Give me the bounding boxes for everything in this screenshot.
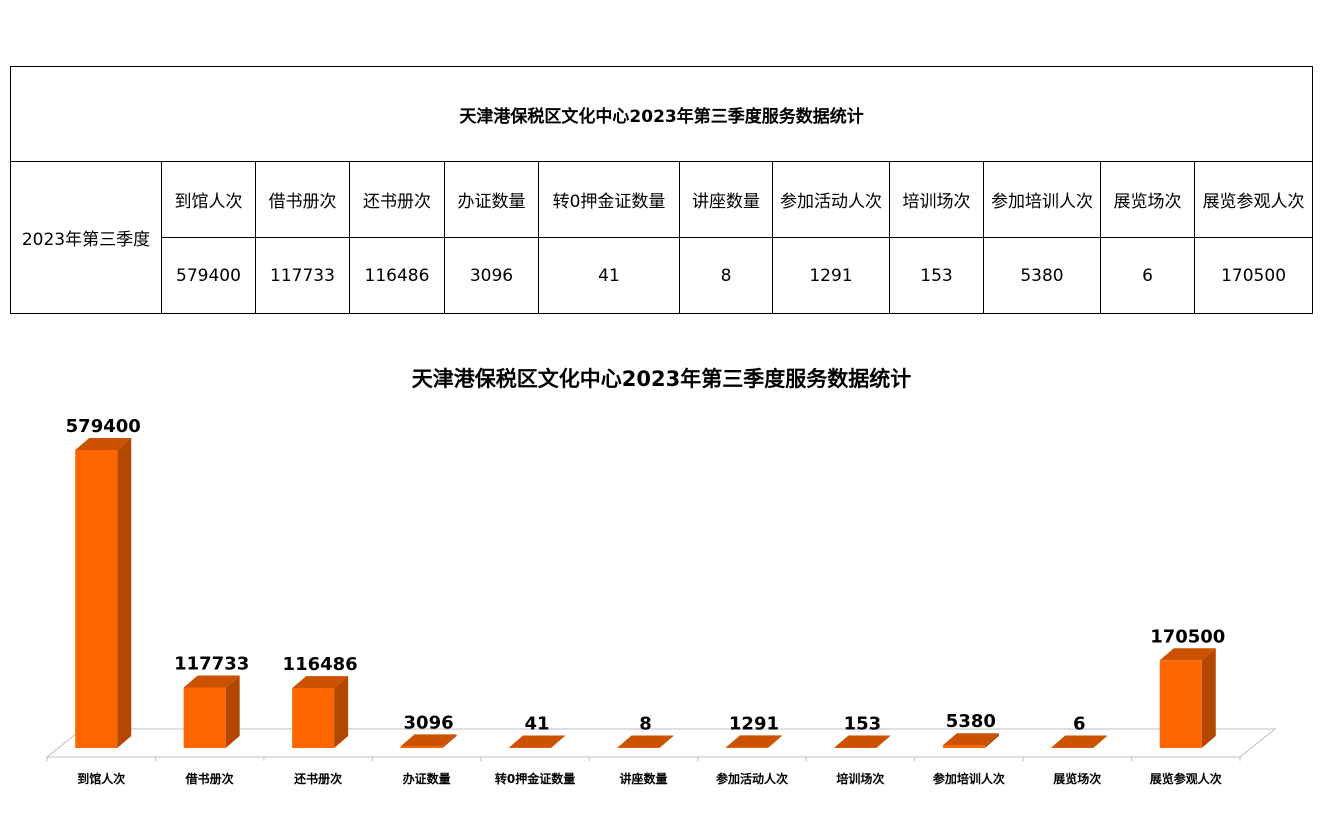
bar-side: [984, 733, 999, 748]
bar: [942, 745, 985, 748]
bar: [292, 688, 335, 748]
bar-top: [617, 735, 674, 748]
data-label: 117733: [174, 653, 249, 674]
bar-top: [1159, 648, 1216, 661]
data-label: 579400: [66, 416, 141, 437]
bar: [725, 747, 768, 748]
header-cell: 借书册次: [255, 161, 350, 238]
category-label: 还书册次: [293, 771, 342, 786]
category-label: 到馆人次: [77, 771, 125, 786]
header-cell: 参加活动人次: [772, 161, 890, 238]
bar: [183, 687, 226, 748]
category-label: 办证数量: [403, 771, 451, 786]
table-title: 天津港保税区文化中心2023年第三季度服务数据统计: [9, 66, 1314, 162]
bar-top: [942, 733, 999, 746]
header-cell: 展览场次: [1100, 161, 1195, 238]
bar-top: [75, 438, 132, 450]
header-cell: 参加培训人次: [983, 161, 1101, 238]
value-cell: 41: [538, 237, 680, 314]
bar-top: [834, 735, 891, 748]
bar-top: [1051, 735, 1108, 748]
value-cell: 5380: [983, 237, 1101, 314]
bar: [617, 747, 660, 748]
header-cell: 展览参观人次: [1193, 161, 1314, 238]
data-label: 116486: [283, 654, 358, 675]
bar-side: [1093, 735, 1108, 748]
value-cell: 8: [679, 237, 773, 314]
value-cell: 116486: [349, 237, 445, 314]
data-label: 8: [639, 714, 652, 735]
bar: [75, 450, 118, 748]
category-label: 展览参观人次: [1150, 771, 1222, 786]
bar-side: [225, 675, 240, 748]
value-cell: 579400: [161, 237, 256, 314]
data-label: 3096: [404, 712, 454, 733]
bar: [1051, 747, 1094, 748]
chart-title: 天津港保税区文化中心2023年第三季度服务数据统计: [411, 367, 912, 391]
bar-side: [1201, 648, 1216, 748]
header-cell: 转0押金证数量: [538, 161, 680, 238]
value-cell: 6: [1100, 237, 1195, 314]
bar-side: [876, 735, 891, 748]
value-cell: 1291: [772, 237, 890, 314]
bar-top: [292, 676, 349, 689]
category-label: 培训场次: [836, 771, 884, 786]
bar-side: [117, 438, 132, 748]
bar: [834, 747, 877, 748]
bar: [400, 746, 443, 748]
value-cell: 170500: [1193, 237, 1314, 314]
bar-side: [551, 735, 566, 748]
bar-top: [725, 735, 782, 748]
bar-top: [400, 734, 457, 747]
category-label: 参加活动人次: [716, 771, 788, 786]
bar-side: [767, 735, 782, 748]
category-label: 讲座数量: [619, 771, 667, 786]
data-label: 153: [844, 714, 882, 735]
category-label: 转0押金证数量: [495, 771, 575, 786]
data-label: 5380: [946, 711, 996, 732]
value-cell: 3096: [444, 237, 539, 314]
data-label: 1291: [729, 713, 779, 734]
category-label: 借书册次: [185, 771, 234, 786]
data-label: 170500: [1150, 626, 1225, 647]
bar: [509, 747, 552, 748]
stats-table: 天津港保税区文化中心2023年第三季度服务数据统计 2023年第三季度 到馆人次…: [9, 66, 1314, 314]
bar-top: [509, 735, 566, 748]
bar-side: [334, 676, 349, 748]
chart-floor: [45, 728, 1277, 758]
header-cell: 培训场次: [889, 161, 984, 238]
category-label: 展览场次: [1053, 771, 1101, 786]
value-cell: 117733: [255, 237, 350, 314]
bar-side: [659, 735, 674, 748]
period-label: 2023年第三季度: [10, 161, 162, 314]
data-label: 41: [525, 714, 550, 735]
bar: [1159, 660, 1202, 748]
bar-top: [183, 675, 240, 688]
header-cell: 讲座数量: [679, 161, 773, 238]
bar-side: [442, 734, 457, 748]
category-label: 参加培训人次: [933, 771, 1005, 786]
data-label: 6: [1073, 714, 1086, 735]
